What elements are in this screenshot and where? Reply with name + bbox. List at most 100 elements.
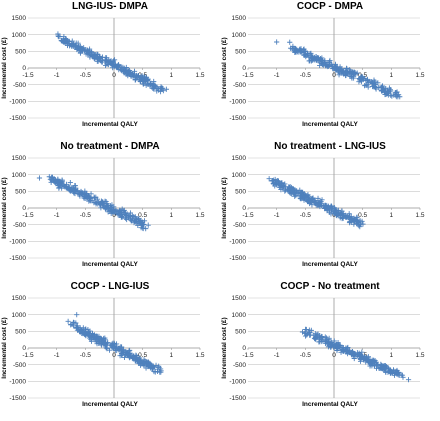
data-point: [126, 348, 132, 354]
data-point: [304, 331, 311, 337]
data-point: [277, 180, 283, 186]
data-point: [354, 352, 361, 358]
x-tick-label: 1: [390, 352, 394, 359]
y-tick-label: -500: [233, 82, 246, 89]
data-point: [363, 359, 369, 365]
data-point: [276, 184, 282, 190]
data-point: [320, 62, 326, 68]
data-point: [125, 69, 131, 75]
data-point: [365, 358, 371, 364]
data-point: [96, 338, 102, 345]
data-point: [92, 334, 98, 340]
data-point: [382, 362, 388, 369]
x-axis-label: Incremental QALY: [82, 401, 138, 408]
y-tick-label: -1500: [9, 255, 26, 262]
scatter-points: [266, 176, 366, 230]
data-point: [385, 92, 391, 98]
data-point: [68, 42, 74, 48]
data-point: [359, 74, 366, 80]
y-tick-label: 500: [15, 329, 26, 336]
data-point: [383, 91, 389, 97]
data-point: [118, 211, 124, 217]
data-point: [324, 336, 330, 342]
data-point: [322, 340, 329, 346]
x-tick-label: 1: [390, 72, 394, 79]
y-tick-label: 1000: [232, 312, 247, 319]
data-point: [74, 325, 80, 331]
data-point: [101, 204, 107, 210]
data-point: [89, 330, 96, 337]
data-point: [111, 63, 117, 69]
data-point: [302, 48, 308, 55]
data-point: [125, 214, 131, 220]
data-point: [131, 355, 138, 361]
y-tick-label: 500: [15, 189, 26, 196]
data-point: [124, 351, 131, 357]
data-point: [340, 70, 346, 76]
data-point: [69, 321, 75, 327]
data-point: [94, 196, 101, 202]
y-tick-label: 1500: [232, 155, 247, 162]
data-point: [87, 197, 93, 203]
data-point: [72, 44, 78, 50]
y-tick-label: -500: [13, 222, 26, 229]
x-tick-label: 1.5: [195, 212, 204, 219]
chart-panel: No treatment - DMPA 1500 1000 500 0 -500 -1000…: [0, 140, 220, 280]
data-point: [377, 365, 384, 371]
data-point: [373, 361, 379, 367]
x-tick-label: -0.5: [80, 212, 92, 219]
x-tick-label: -1.5: [242, 72, 254, 79]
y-tick-label: 500: [235, 49, 246, 56]
data-point: [310, 195, 316, 201]
data-point: [309, 202, 315, 208]
data-point: [327, 340, 333, 346]
x-tick-label: -0.5: [80, 72, 92, 79]
data-point: [394, 370, 400, 376]
data-point: [334, 347, 340, 354]
y-tick-label: -500: [233, 362, 246, 369]
data-point: [104, 346, 110, 352]
y-tick-label: 1000: [232, 32, 247, 39]
data-point: [361, 83, 368, 89]
data-point: [87, 328, 93, 334]
scatter-points: [36, 174, 151, 232]
y-tick-label: -500: [13, 82, 26, 89]
data-point: [327, 205, 333, 211]
data-point: [98, 342, 105, 348]
y-tick-label: 500: [235, 189, 246, 196]
data-point: [294, 46, 300, 52]
data-point: [375, 80, 381, 86]
data-point: [118, 66, 124, 73]
data-point: [121, 354, 128, 361]
data-point: [348, 350, 354, 356]
y-tick-label: 0: [22, 65, 26, 72]
data-point: [99, 57, 106, 63]
data-point: [373, 86, 379, 92]
y-tick-label: 1500: [12, 15, 27, 22]
data-point: [343, 65, 350, 71]
data-point: [58, 38, 64, 44]
data-point: [357, 358, 364, 364]
data-point: [337, 66, 343, 72]
data-point: [163, 86, 169, 92]
data-point: [96, 53, 103, 59]
y-tick-label: -1500: [229, 395, 246, 402]
y-tick-label: -1000: [9, 379, 26, 386]
data-point: [77, 46, 83, 52]
data-point: [57, 33, 63, 40]
data-point: [134, 73, 140, 79]
data-point: [324, 61, 330, 68]
chart-title: No treatment - DMPA: [60, 141, 160, 152]
data-point: [105, 61, 111, 68]
data-point: [95, 199, 102, 206]
data-point: [63, 181, 70, 187]
data-point: [55, 180, 61, 186]
data-point: [389, 368, 395, 375]
data-point: [65, 318, 71, 324]
data-point: [67, 188, 73, 194]
x-tick-label: 0.5: [138, 352, 147, 359]
data-point: [355, 351, 362, 358]
